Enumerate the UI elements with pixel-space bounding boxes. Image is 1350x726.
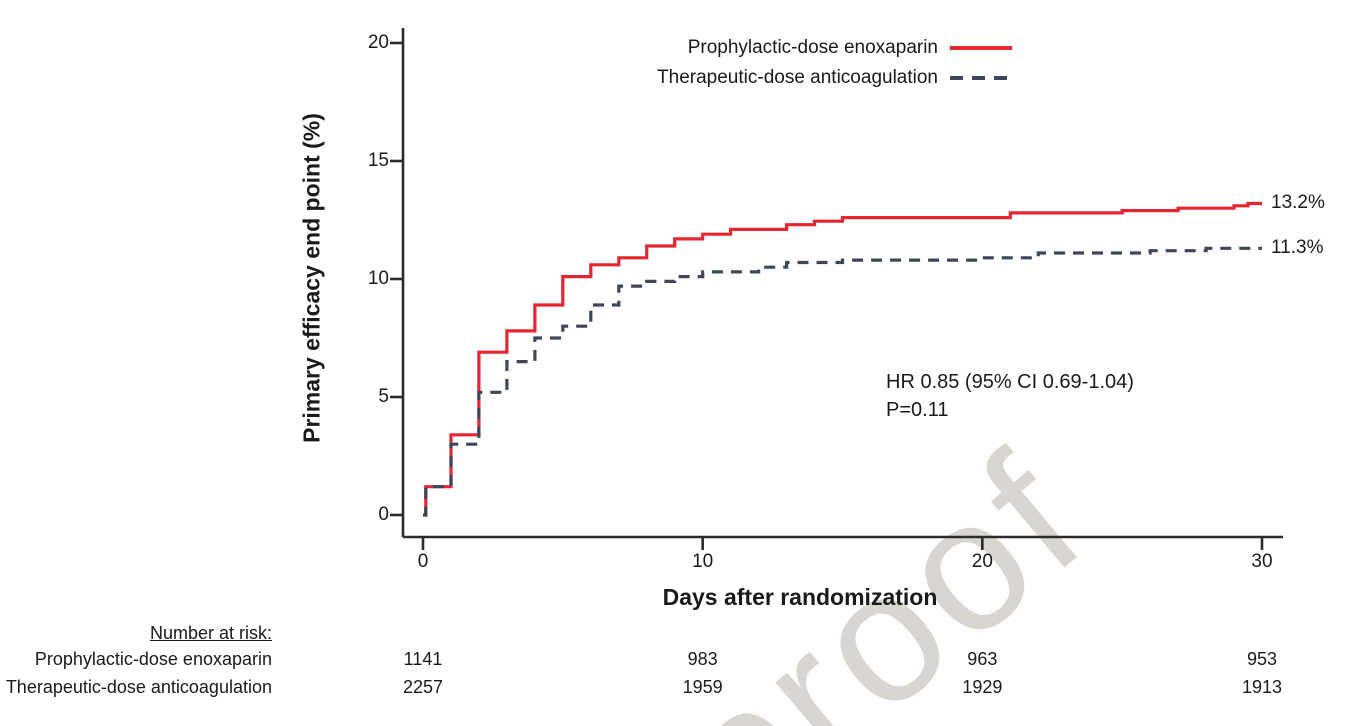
x-axis-title: Days after randomization: [662, 584, 938, 610]
risk-count: 963: [967, 649, 998, 669]
hr-annotation-line2: P=0.11: [886, 399, 949, 421]
risk-table-header: Number at risk:: [0, 622, 272, 644]
y-tick-label: 10: [367, 268, 389, 289]
risk-count: 1959: [682, 677, 723, 697]
legend-item-therapeutic: Therapeutic-dose anticoagulation: [657, 66, 1012, 90]
risk-count: 1929: [962, 677, 1003, 697]
legend-line-sample-solid: [950, 46, 1012, 50]
chart-legend: Prophylactic-dose enoxaparin Therapeutic…: [657, 36, 1012, 90]
risk-count: 1141: [403, 649, 443, 669]
legend-item-prophylactic: Prophylactic-dose enoxaparin: [688, 36, 1012, 60]
hr-annotation: HR 0.85 (95% CI 0.69-1.04) P=0.11: [886, 368, 1134, 424]
end-label-0: 13.2%: [1271, 192, 1325, 214]
risk-row-label-1: Therapeutic-dose anticoagulation: [5, 677, 272, 697]
end-label-1: 11.3%: [1271, 237, 1324, 259]
risk-count: 983: [687, 649, 718, 669]
x-tick-label: 30: [1251, 551, 1273, 572]
y-tick-label: 5: [378, 386, 389, 407]
y-axis-title: Primary efficacy end point (%): [298, 113, 325, 443]
x-tick-label: 10: [692, 551, 714, 572]
legend-label-therapeutic: Therapeutic-dose anticoagulation: [657, 67, 938, 88]
y-tick-label: 20: [367, 32, 389, 53]
risk-row-label-0: Prophylactic-dose enoxaparin: [34, 649, 272, 669]
risk-count: 2257: [402, 677, 444, 697]
series-line-0: [423, 201, 1262, 517]
x-tick-label: 0: [417, 551, 429, 572]
legend-label-prophylactic: Prophylactic-dose enoxaparin: [687, 37, 938, 58]
risk-count: 953: [1246, 649, 1278, 669]
x-tick-label: 20: [971, 551, 993, 572]
risk-count: 1913: [1241, 677, 1283, 697]
hr-annotation-line1: HR 0.85 (95% CI 0.69-1.04): [886, 371, 1134, 393]
y-tick-label: 0: [378, 504, 389, 525]
series-line-1: [423, 246, 1262, 517]
legend-line-sample-dashed: [950, 76, 1012, 80]
y-tick-label: 15: [367, 150, 389, 171]
risk-table-header-text: Number at risk:: [149, 623, 272, 643]
